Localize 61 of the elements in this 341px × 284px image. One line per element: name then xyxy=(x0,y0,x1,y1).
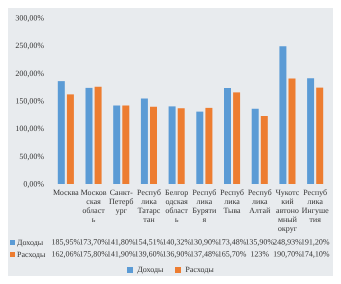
bar xyxy=(252,108,259,184)
y-tick-label: 250,00% xyxy=(15,41,44,50)
x-tick-label: Чукотский автономный округ xyxy=(276,188,300,233)
data-label: 140,32% xyxy=(162,238,192,246)
data-label: 137,48% xyxy=(190,250,220,258)
bar xyxy=(168,106,176,184)
data-label: 136,90% xyxy=(162,250,192,258)
data-label: 175,80% xyxy=(79,250,108,258)
data-label: 173,70% xyxy=(79,238,108,246)
bar xyxy=(196,112,204,184)
x-tick-label: Москва xyxy=(52,188,80,197)
x-tick-label: Белгородская область xyxy=(165,188,188,224)
data-label: 162,06% xyxy=(52,250,81,258)
x-tick-label: Республика Татарстан xyxy=(137,188,161,224)
bar xyxy=(288,78,296,184)
y-tick-label: 150,00% xyxy=(15,96,44,106)
bar xyxy=(122,105,130,184)
y-tick-label: 50,00% xyxy=(19,152,44,161)
x-tick-label: Республика Бурятия xyxy=(192,188,217,224)
y-tick-label: 300,00% xyxy=(15,14,44,22)
bar xyxy=(260,116,268,184)
data-label: 190,70% xyxy=(273,250,302,258)
bar xyxy=(307,78,314,184)
data-label: 191,20% xyxy=(300,238,330,246)
y-tick-label: 200,00% xyxy=(15,68,44,78)
text: Расходы xyxy=(185,265,214,274)
y-tick-label: 0,00% xyxy=(23,180,44,188)
data-label: 141,80% xyxy=(106,238,136,246)
data-label: 185,95% xyxy=(52,238,81,246)
bar xyxy=(86,88,92,184)
bar xyxy=(140,98,148,184)
bar xyxy=(205,108,212,184)
legend-label: Доходы xyxy=(17,238,44,246)
bar xyxy=(150,106,157,184)
bar xyxy=(224,88,231,184)
x-tick-label: Республика Алтай xyxy=(248,188,272,215)
bar xyxy=(316,88,324,184)
y-tick-label: 100,00% xyxy=(15,124,44,134)
data-label: 165,70% xyxy=(218,250,247,258)
data-label: 141,90% xyxy=(106,250,136,258)
data-label: 135,90% xyxy=(245,238,274,246)
data-label: 123% xyxy=(250,250,270,258)
bar xyxy=(66,94,74,184)
data-label: 173,48% xyxy=(218,238,247,246)
data-label: 248,93% xyxy=(273,238,302,246)
bar xyxy=(279,46,286,184)
data-label: 139,60% xyxy=(134,250,164,258)
data-label: 130,90% xyxy=(190,238,220,246)
text: Доходы xyxy=(137,265,164,274)
bar xyxy=(113,106,120,184)
x-tick-label: Московская область xyxy=(80,188,107,224)
bar xyxy=(94,86,102,184)
x-tick-label: Санкт-Петербург xyxy=(109,188,134,215)
data-label: 154,51% xyxy=(134,238,164,246)
bar xyxy=(58,81,65,184)
x-tick-label: Республика Тыва xyxy=(220,188,244,215)
bar xyxy=(178,108,185,184)
legend-label: Расходы xyxy=(17,250,46,258)
x-tick-label: Республика Ингушетия xyxy=(302,188,330,224)
bar xyxy=(233,92,240,184)
data-label: 174,10% xyxy=(300,250,330,258)
